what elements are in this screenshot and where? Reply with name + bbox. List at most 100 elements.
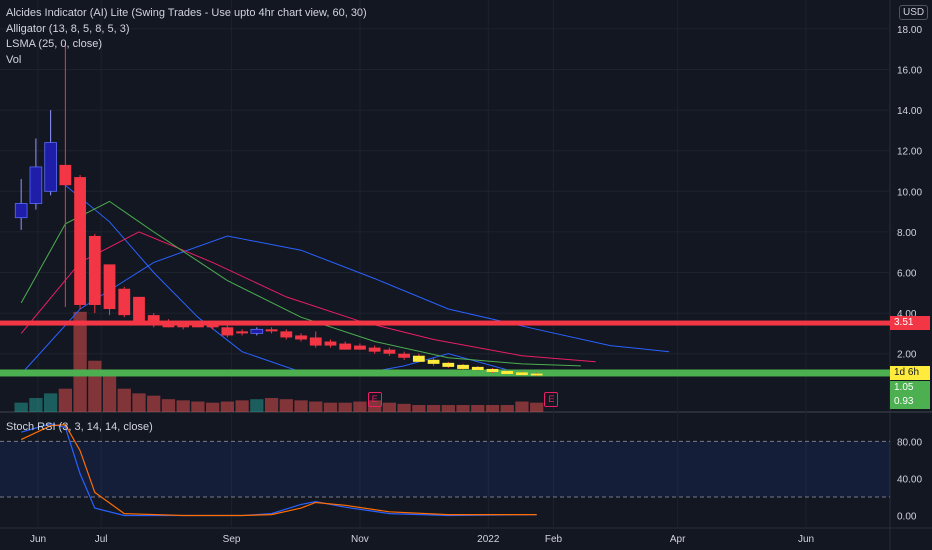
candle-body bbox=[147, 315, 160, 326]
candle-body bbox=[368, 347, 381, 352]
volume-bar bbox=[530, 402, 544, 412]
legend-vol[interactable]: Vol bbox=[6, 53, 22, 66]
time-tick-label: Apr bbox=[670, 534, 686, 545]
resistance-line bbox=[0, 320, 890, 326]
alligator-lips-line bbox=[20, 200, 581, 367]
volume-bar bbox=[323, 402, 338, 412]
candle-body bbox=[280, 331, 293, 338]
volume-bar bbox=[220, 401, 234, 412]
candle-body bbox=[177, 323, 190, 328]
candle-body bbox=[309, 337, 322, 346]
price-tick-label: 16.00 bbox=[897, 66, 922, 77]
earnings-marker[interactable]: E bbox=[544, 392, 559, 407]
candle-body bbox=[339, 343, 352, 350]
resistance-price-tag: 3.51 bbox=[890, 316, 930, 331]
candle-body bbox=[236, 331, 248, 334]
volume-bar bbox=[29, 398, 43, 412]
candle-body bbox=[383, 349, 396, 354]
volume-bar bbox=[426, 405, 441, 412]
volume-bar bbox=[73, 311, 87, 412]
price-tick-label: 2.00 bbox=[897, 350, 917, 361]
volume-bar bbox=[14, 402, 28, 412]
time-tick-label: Jul bbox=[95, 534, 108, 545]
candle-body bbox=[29, 166, 43, 204]
price-tick-label: 8.00 bbox=[897, 228, 917, 239]
volume-bar bbox=[515, 401, 529, 412]
earnings-marker[interactable]: E bbox=[367, 392, 382, 407]
price-tick-label: 4.00 bbox=[897, 309, 917, 320]
candle-body bbox=[192, 323, 204, 328]
volume-value-tag: 1.05 bbox=[890, 380, 930, 395]
candle-body bbox=[14, 203, 28, 219]
volume-bar bbox=[88, 360, 102, 412]
legend-indicator[interactable]: Alcides Indicator (AI) Lite (Swing Trade… bbox=[6, 7, 367, 19]
price-tick-label: 18.00 bbox=[897, 25, 922, 36]
volume-bar bbox=[353, 401, 367, 412]
candle-body bbox=[103, 264, 116, 310]
volume-bar bbox=[412, 405, 426, 412]
candle-body bbox=[471, 366, 484, 370]
price-tick-label: 14.00 bbox=[897, 106, 922, 117]
candle-body bbox=[44, 142, 57, 192]
stoch-tick-label: 0.00 bbox=[897, 512, 917, 523]
volume-bar bbox=[58, 388, 72, 412]
volume-bar bbox=[294, 400, 308, 412]
candle-body bbox=[412, 355, 425, 362]
volume-bar bbox=[309, 401, 323, 412]
candle-body bbox=[427, 359, 440, 364]
price-tick-label: 6.00 bbox=[897, 269, 917, 280]
volume-bar bbox=[485, 405, 500, 412]
candle-body bbox=[250, 328, 264, 334]
candle-body bbox=[501, 370, 514, 374]
volume-bar bbox=[206, 402, 220, 412]
stoch-tick-label: 40.00 bbox=[897, 474, 922, 485]
time-tick-label: 2022 bbox=[477, 534, 500, 545]
volume-bar bbox=[102, 374, 117, 412]
candle-body bbox=[221, 327, 234, 336]
candle-body bbox=[354, 345, 366, 350]
time-tick-label: Jun bbox=[798, 534, 814, 545]
candle-body bbox=[442, 362, 455, 367]
stoch-tick-label: 80.00 bbox=[897, 437, 922, 448]
volume-bar bbox=[132, 393, 146, 412]
candle-body bbox=[457, 364, 469, 369]
time-tick-label: Nov bbox=[351, 534, 369, 545]
volume-bar bbox=[161, 399, 176, 412]
alligator-jaw-line bbox=[20, 235, 670, 375]
countdown-tag: 1d 6h bbox=[890, 365, 930, 380]
candle-body bbox=[162, 321, 175, 328]
candle-body bbox=[74, 177, 86, 305]
volume-bar bbox=[117, 388, 131, 412]
candle-body bbox=[486, 368, 499, 372]
time-tick-label: Jun bbox=[30, 534, 46, 545]
candle-body bbox=[88, 235, 101, 305]
time-tick-label: Feb bbox=[545, 534, 563, 545]
volume-bar bbox=[147, 395, 161, 412]
candle-body bbox=[516, 372, 528, 376]
price-tick-label: 10.00 bbox=[897, 187, 922, 198]
legend-stoch-rsi[interactable]: Stoch RSI (3, 3, 14, 14, close) bbox=[6, 421, 153, 433]
candle-body bbox=[398, 353, 411, 358]
last-price-tag: 0.93 bbox=[890, 394, 930, 409]
candle-body bbox=[118, 288, 131, 316]
volume-bar bbox=[382, 402, 397, 412]
volume-bar bbox=[43, 393, 58, 412]
volume-bar bbox=[338, 402, 352, 412]
stoch-band-fill bbox=[0, 441, 890, 497]
candle-body bbox=[133, 296, 145, 322]
volume-bar bbox=[500, 405, 514, 412]
currency-button[interactable]: USD bbox=[899, 5, 929, 20]
candle-body bbox=[324, 341, 337, 346]
candle-body bbox=[59, 164, 72, 186]
volume-bar bbox=[176, 400, 190, 412]
candle-body bbox=[206, 325, 219, 328]
volume-bar bbox=[471, 405, 485, 412]
volume-bar bbox=[279, 399, 293, 412]
legend-alligator[interactable]: Alligator (13, 8, 5, 8, 5, 3) bbox=[6, 22, 130, 35]
candle-body bbox=[295, 335, 307, 340]
legend-lsma[interactable]: LSMA (25, 0, close) bbox=[6, 38, 102, 50]
candle-body bbox=[530, 373, 543, 376]
time-tick-label: Sep bbox=[223, 534, 241, 545]
